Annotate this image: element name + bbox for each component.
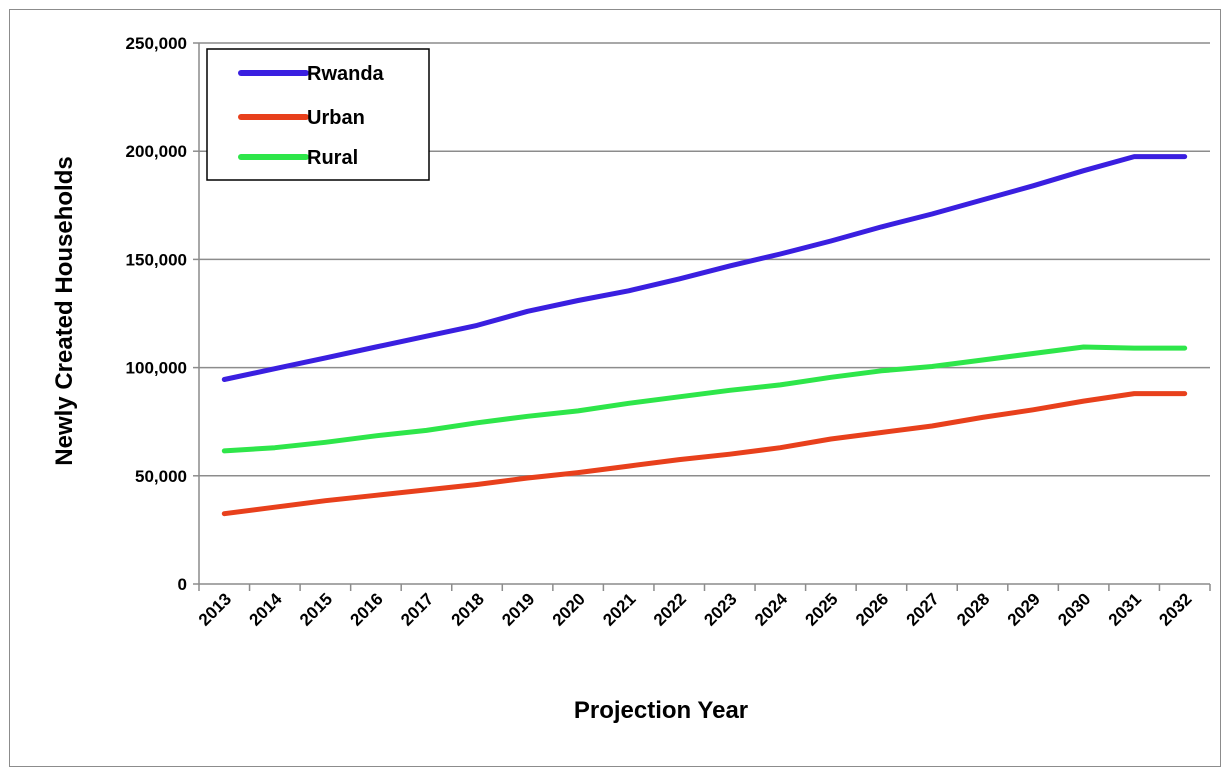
x-tick-label-2022: 2022 [650, 589, 690, 629]
x-tick-label-2024: 2024 [751, 589, 792, 630]
series-line-rwanda [221, 154, 1188, 382]
x-tick-label-2026: 2026 [852, 589, 892, 629]
x-axis-title: Projection Year [574, 697, 748, 724]
x-tick-label-2023: 2023 [700, 589, 740, 629]
x-tick-label-2021: 2021 [599, 589, 639, 629]
x-tick-label-2016: 2016 [347, 589, 387, 629]
y-axis-title: Newly Created Households [51, 156, 78, 465]
x-tick-label-2027: 2027 [903, 589, 943, 629]
legend-label-rural: Rural [307, 147, 358, 169]
legend: Rwanda Urban Rural [206, 48, 430, 181]
y-tick-labels: 0 50,000 100,000 150,000 200,000 250,000 [126, 34, 187, 594]
x-tick-label-2020: 2020 [549, 589, 589, 629]
series-line-rural [221, 344, 1188, 454]
y-tick-label-5: 250,000 [126, 34, 187, 53]
x-tick-label-2015: 2015 [296, 589, 336, 629]
y-tick-label-1: 50,000 [135, 467, 187, 486]
x-tick-label-2030: 2030 [1054, 589, 1094, 629]
x-tick-label-2028: 2028 [953, 589, 993, 629]
axes [193, 42, 1211, 591]
y-tick-label-3: 150,000 [126, 250, 187, 269]
x-tick-label-2017: 2017 [397, 589, 437, 629]
x-tick-label-2014: 2014 [245, 589, 286, 630]
y-tick-label-0: 0 [178, 575, 187, 594]
x-tick-label-2031: 2031 [1105, 589, 1145, 629]
x-tick-label-2018: 2018 [448, 589, 488, 629]
x-tick-label-2032: 2032 [1155, 589, 1195, 629]
grid-lines [199, 42, 1210, 477]
y-tick-label-4: 200,000 [126, 142, 187, 161]
legend-label-urban: Urban [307, 107, 365, 129]
x-tick-labels: 2013 2014 2015 2016 2017 2018 2019 2020 2021 2022… [195, 589, 1196, 630]
series-lines [221, 154, 1188, 517]
y-tick-label-2: 100,000 [126, 359, 187, 378]
legend-label-rwanda: Rwanda [307, 63, 385, 85]
x-tick-label-2025: 2025 [802, 589, 842, 629]
x-tick-label-2019: 2019 [498, 589, 538, 629]
x-tick-label-2013: 2013 [195, 589, 235, 629]
series-line-urban [221, 391, 1188, 517]
x-tick-label-2029: 2029 [1004, 589, 1044, 629]
